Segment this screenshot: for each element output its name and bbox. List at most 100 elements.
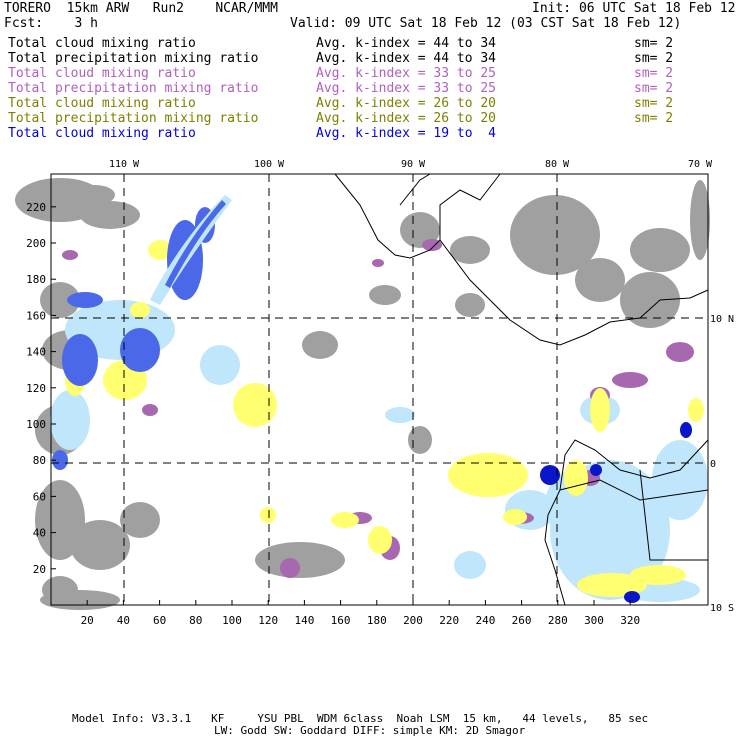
x-tick-label: 220: [439, 614, 459, 627]
field-blob: [75, 185, 115, 205]
legend-name: Total cloud mixing ratio: [8, 96, 196, 111]
field-blob: [142, 404, 158, 416]
country-borders: [559, 469, 709, 561]
field-blob: [148, 240, 172, 260]
field-blob: [577, 573, 647, 597]
legend-name: Total precipitation mixing ratio: [8, 81, 259, 96]
y-tick-label: 60: [33, 490, 46, 503]
x-tick-label: 40: [117, 614, 130, 627]
x-tick-label: 300: [584, 614, 604, 627]
field-blob: [70, 520, 130, 570]
field-blob: [690, 180, 710, 260]
field-blob: [200, 345, 240, 385]
x-tick-label: 140: [294, 614, 314, 627]
y-tick-label: 100: [26, 418, 46, 431]
field-blob: [369, 285, 401, 305]
y-tick-label: 80: [33, 454, 46, 467]
latitude-label: 10 S: [710, 603, 734, 614]
field-blob: [454, 551, 486, 579]
field-blob: [40, 282, 80, 318]
field-blob: [130, 302, 150, 318]
field-blob: [448, 453, 528, 497]
legend-sm: sm= 2: [634, 66, 674, 81]
field-blob: [620, 272, 680, 328]
x-tick-label: 280: [548, 614, 568, 627]
field-blob: [590, 464, 602, 476]
field-blob: [80, 201, 140, 229]
forecast-hour: Fcst: 3 h: [4, 16, 98, 31]
legend-name: Total cloud mixing ratio: [8, 126, 196, 141]
longitude-label: 110 W: [109, 159, 140, 170]
field-blob: [233, 383, 277, 427]
coastline-central-america: [334, 173, 709, 346]
legend-kindex: Avg. k-index = 44 to 34: [316, 36, 497, 51]
field-blob: [510, 195, 600, 275]
field-blob: [503, 509, 527, 525]
field-blob: [422, 239, 442, 251]
longitude-labels: 110 W 100 W 90 W 80 W 70 W: [109, 159, 713, 170]
x-tick-label: 180: [367, 614, 387, 627]
latitude-labels: 10 N 0 10 S: [710, 314, 734, 614]
legend-name: Total precipitation mixing ratio: [8, 111, 259, 126]
legend-kindex: Avg. k-index = 33 to 25: [316, 66, 497, 81]
field-blob: [120, 502, 160, 538]
coastline: [334, 173, 709, 606]
coastline-south-america: [544, 439, 709, 606]
lat-lon-grid: [51, 174, 708, 605]
field-blob: [652, 440, 708, 520]
y-tick-label: 180: [26, 273, 46, 286]
map-fields: [15, 178, 710, 610]
y-tick-label: 40: [33, 527, 46, 540]
field-blob: [575, 258, 625, 302]
x-tick-label: 120: [258, 614, 278, 627]
field-blob: [564, 460, 588, 496]
longitude-label: 70 W: [688, 159, 713, 170]
latitude-label: 10 N: [710, 314, 734, 325]
field-blob: [372, 259, 384, 267]
field-blob: [62, 334, 98, 386]
field-blob: [624, 591, 640, 603]
x-axis-ticks: 20 40 60 80 100 120 140 160 180 200 220 240 260 280 30…: [81, 600, 640, 627]
field-blob: [612, 372, 648, 388]
field-blob: [120, 328, 160, 372]
field-blob: [450, 236, 490, 264]
field-blob: [590, 388, 610, 432]
field-blob: [368, 526, 392, 554]
field-blob: [331, 512, 359, 528]
init-time: Init: 06 UTC Sat 18 Feb 12: [532, 1, 736, 16]
field-blob: [408, 426, 432, 454]
field-blob: [630, 228, 690, 272]
legend-sm: sm= 2: [634, 81, 674, 96]
model-info: Model Info: V3.3.1 KF YSU PBL WDM 6class…: [72, 712, 649, 725]
x-tick-label: 160: [331, 614, 351, 627]
x-tick-label: 100: [222, 614, 242, 627]
field-blob: [40, 590, 120, 610]
field-blob: [50, 390, 90, 450]
legend-name: Total precipitation mixing ratio: [8, 51, 259, 66]
x-tick-label: 320: [620, 614, 640, 627]
field-blob: [302, 331, 338, 359]
legend-sm: sm= 2: [634, 111, 674, 126]
y-tick-label: 140: [26, 346, 46, 359]
x-tick-label: 20: [81, 614, 94, 627]
field-blob: [666, 342, 694, 362]
y-tick-label: 120: [26, 382, 46, 395]
latitude-label: 0: [710, 459, 716, 470]
field-blob: [630, 565, 686, 585]
longitude-label: 80 W: [545, 159, 570, 170]
field-blob: [62, 250, 78, 260]
cloud-band-core: [165, 200, 226, 288]
legend-kindex: Avg. k-index = 19 to 4: [316, 126, 497, 141]
border-lines: [399, 173, 501, 240]
field-blob: [688, 398, 704, 422]
model-physics: LW: Godd SW: Goddard DIFF: simple KM: 2D…: [214, 724, 526, 737]
field-blob: [260, 507, 276, 523]
field-blob: [680, 422, 692, 438]
map-frame: [50, 173, 709, 606]
y-tick-label: 20: [33, 563, 46, 576]
legend-sm: sm= 2: [634, 51, 674, 66]
legend-name: Total cloud mixing ratio: [8, 66, 196, 81]
y-axis-ticks: 220 200 180 160 140 120 100 80 60 40 20: [26, 201, 56, 576]
x-tick-label: 200: [403, 614, 423, 627]
longitude-label: 100 W: [254, 159, 285, 170]
